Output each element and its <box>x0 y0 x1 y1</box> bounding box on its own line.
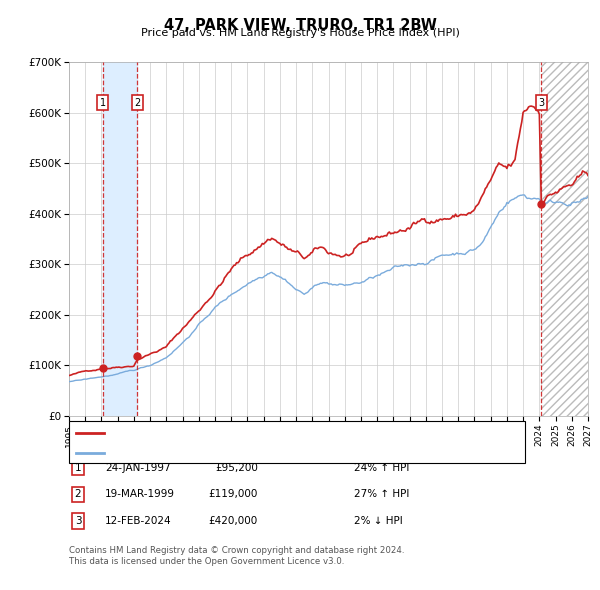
Text: 2: 2 <box>134 98 140 107</box>
Text: £95,200: £95,200 <box>215 463 258 473</box>
Text: Contains HM Land Registry data © Crown copyright and database right 2024.: Contains HM Land Registry data © Crown c… <box>69 546 404 555</box>
Text: 27% ↑ HPI: 27% ↑ HPI <box>354 490 409 499</box>
Text: 47, PARK VIEW, TRURO, TR1 2BW (detached house): 47, PARK VIEW, TRURO, TR1 2BW (detached … <box>108 428 376 438</box>
Text: 1: 1 <box>100 98 106 107</box>
Text: HPI: Average price, detached house, Cornwall: HPI: Average price, detached house, Corn… <box>108 448 346 457</box>
Text: 3: 3 <box>74 516 82 526</box>
Text: 1: 1 <box>74 463 82 473</box>
Text: 24-JAN-1997: 24-JAN-1997 <box>105 463 170 473</box>
Text: This data is licensed under the Open Government Licence v3.0.: This data is licensed under the Open Gov… <box>69 558 344 566</box>
Bar <box>541 62 588 416</box>
Text: 19-MAR-1999: 19-MAR-1999 <box>105 490 175 499</box>
Text: 24% ↑ HPI: 24% ↑ HPI <box>354 463 409 473</box>
Text: £420,000: £420,000 <box>209 516 258 526</box>
Text: 12-FEB-2024: 12-FEB-2024 <box>105 516 172 526</box>
Text: 2: 2 <box>74 490 82 499</box>
Text: 3: 3 <box>538 98 544 107</box>
Text: Price paid vs. HM Land Registry's House Price Index (HPI): Price paid vs. HM Land Registry's House … <box>140 28 460 38</box>
Text: £119,000: £119,000 <box>209 490 258 499</box>
Text: 47, PARK VIEW, TRURO, TR1 2BW: 47, PARK VIEW, TRURO, TR1 2BW <box>164 18 436 32</box>
Bar <box>103 62 137 416</box>
Text: 2% ↓ HPI: 2% ↓ HPI <box>354 516 403 526</box>
